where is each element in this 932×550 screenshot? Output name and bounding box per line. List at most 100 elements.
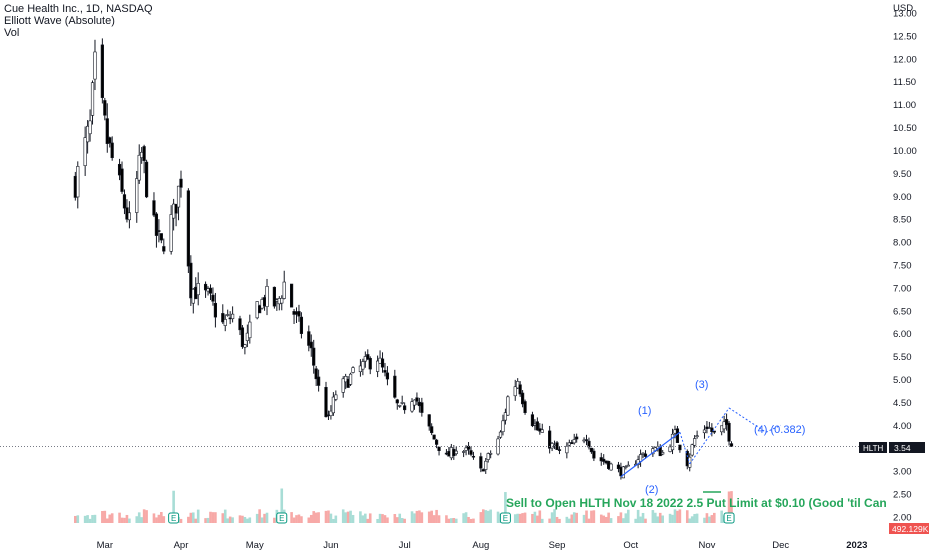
- candle-body: [154, 213, 159, 236]
- candle-body: [675, 428, 680, 443]
- earnings-badge-letter: E: [279, 514, 284, 523]
- volume-bar: [708, 516, 711, 523]
- candle-body: [469, 450, 473, 455]
- volume-bar: [204, 518, 207, 523]
- volume-bar: [334, 515, 338, 523]
- volume-bar: [575, 512, 578, 523]
- candle-body: [376, 360, 380, 372]
- volume-bar: [656, 516, 660, 523]
- candle-body: [521, 392, 525, 405]
- candle-body: [142, 146, 146, 161]
- volume-badge-text: 492.129K: [892, 524, 929, 534]
- volume-bar: [324, 510, 328, 523]
- volume-bar: [137, 512, 141, 523]
- volume-bar: [609, 518, 613, 523]
- time-axis-bg: [0, 538, 932, 550]
- volume-bar: [570, 514, 574, 523]
- volume-bar: [172, 490, 175, 523]
- earnings-badge-letter: E: [171, 514, 176, 523]
- volume-bar: [469, 518, 473, 523]
- volume-bar: [248, 517, 252, 523]
- volume-bar: [676, 510, 679, 523]
- price-tick-label: 8.00: [893, 238, 912, 249]
- volume-bar: [710, 515, 714, 523]
- ticker-badge[interactable]: HLTH 3.54: [859, 442, 925, 453]
- candle-body: [189, 262, 193, 299]
- candles: [73, 38, 734, 480]
- candle-body: [317, 376, 321, 386]
- volume-bar: [351, 514, 355, 523]
- time-axis[interactable]: Mar Apr May Jun Jul Aug Sep Oct Nov Dec 2023: [0, 538, 932, 550]
- volume-bar: [366, 518, 370, 523]
- volume-bar: [654, 512, 657, 523]
- volume-bar: [555, 516, 559, 523]
- candle-body: [540, 429, 544, 433]
- volume-bar: [83, 515, 87, 523]
- candle-body: [641, 452, 645, 455]
- candle-body: [383, 370, 387, 373]
- volume-bar: [418, 510, 421, 523]
- candle-body: [329, 410, 333, 417]
- volume-bar: [243, 516, 247, 523]
- volume-bar: [410, 511, 414, 523]
- volume-bar: [364, 513, 367, 523]
- volume-bar: [292, 517, 296, 523]
- volume-bar: [206, 517, 210, 523]
- symbol-title[interactable]: Cue Health Inc., 1D, NASDAQ: [4, 3, 153, 15]
- earnings-badge: [276, 512, 288, 524]
- price-tick-label: 7.00: [893, 283, 912, 294]
- volume-bar: [481, 509, 485, 523]
- candle-body: [309, 341, 313, 349]
- volume-bar: [295, 515, 298, 523]
- candle-body: [729, 443, 734, 447]
- volume-bar: [191, 512, 195, 523]
- price-tick-label: 12.50: [893, 31, 917, 42]
- volume-bar: [211, 512, 215, 523]
- volume-bar: [226, 518, 229, 523]
- volume-bar: [376, 518, 379, 523]
- candle-body: [297, 311, 301, 317]
- candle-body: [380, 358, 385, 368]
- volume-bar: [162, 516, 166, 523]
- candle-body: [135, 178, 139, 213]
- candle-body: [203, 283, 208, 291]
- volume-badge[interactable]: 492.129K: [889, 523, 929, 534]
- candle-body: [248, 321, 252, 339]
- candle-body: [454, 450, 458, 455]
- candle-body: [602, 458, 606, 462]
- candle-body: [410, 401, 414, 412]
- volume-bar: [142, 509, 146, 523]
- volume-bar: [361, 515, 365, 523]
- volume-bar: [462, 513, 465, 523]
- candle-body: [76, 166, 80, 198]
- price-tick-label: 5.00: [893, 375, 912, 386]
- candle-body: [144, 161, 149, 198]
- volume-bar: [125, 514, 129, 523]
- volume-bar: [105, 518, 109, 523]
- candle-body: [518, 384, 522, 395]
- earnings-badge-letter: E: [503, 514, 508, 523]
- volume-bar: [553, 509, 556, 523]
- volume-bar: [329, 513, 333, 523]
- candle-body: [688, 456, 692, 468]
- volume-bar: [518, 513, 522, 523]
- volume-bar: [349, 510, 352, 523]
- candle-body: [702, 429, 707, 434]
- wave-label-1: (1): [638, 405, 651, 417]
- volume-label[interactable]: Vol: [4, 27, 20, 39]
- candle-body: [137, 154, 141, 181]
- indicator-label[interactable]: Elliott Wave (Absolute): [4, 15, 115, 27]
- candle-body: [412, 399, 417, 406]
- candle-body: [162, 246, 166, 252]
- volume-bar: [587, 518, 591, 523]
- volume-bar: [103, 510, 107, 523]
- volume-bar: [636, 509, 640, 523]
- candle-body: [86, 125, 90, 143]
- candle-body: [471, 455, 476, 458]
- candle-body: [479, 456, 483, 469]
- price-tick-label: 9.50: [893, 169, 912, 180]
- elliott-wave[interactable]: (1) (2) (3) (4) (0.382): [620, 379, 805, 496]
- price-tick-label: 7.50: [893, 261, 912, 272]
